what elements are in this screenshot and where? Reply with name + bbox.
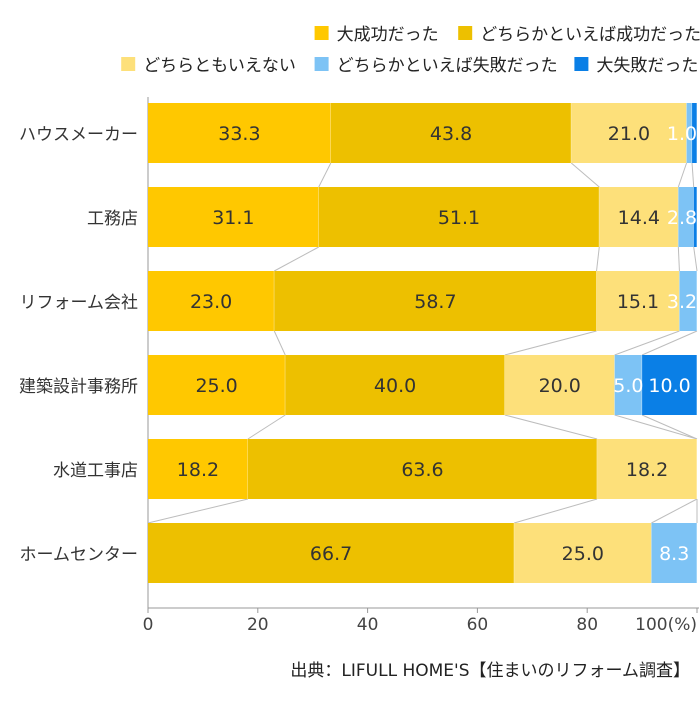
x-tick-label: 100(%) <box>635 615 697 635</box>
data-label: 15.1 <box>617 291 659 313</box>
connector-line <box>247 414 286 440</box>
data-label: 20.0 <box>539 375 581 397</box>
category-label: 建築設計事務所 <box>19 377 138 397</box>
connector-line <box>641 330 698 356</box>
legend-label: 大成功だった <box>337 25 439 45</box>
data-label: 3.2 <box>667 291 697 313</box>
bar-segment <box>274 271 597 331</box>
bar-segment <box>330 103 572 163</box>
bar-segment <box>651 523 697 583</box>
bar-segment <box>148 439 248 499</box>
bars <box>148 103 698 583</box>
bar-segment <box>148 523 515 583</box>
x-axis: 0 20 40 60 80 100(%) <box>143 97 699 635</box>
connector-line <box>504 414 598 440</box>
legend-label: どちらかといえば失敗だった <box>337 56 558 76</box>
data-label: 25.0 <box>562 543 604 565</box>
legend-swatch <box>458 26 473 40</box>
bar-segment <box>596 271 680 331</box>
bar-segment <box>614 355 643 415</box>
legend-label: どちらかといえば成功だった <box>480 25 700 45</box>
bar-segment <box>642 355 697 415</box>
legend-swatch <box>314 57 329 71</box>
connector-line <box>147 498 249 524</box>
category-label: ホームセンター <box>20 545 139 565</box>
connector-line <box>651 498 698 524</box>
source-note: 出典：LIFULL HOME'S【住まいのリフォーム調査】 <box>290 661 690 681</box>
data-label: 8.3 <box>659 543 689 565</box>
bar-segment <box>285 355 505 415</box>
data-label: 51.1 <box>438 207 480 229</box>
data-labels: 33.3 43.8 21.0 1.0 31.1 51.1 14.4 2.8 23.0 58.7 15… <box>177 123 697 565</box>
data-label: 43.8 <box>430 123 472 145</box>
data-label: 10.0 <box>648 375 690 397</box>
connector-line <box>677 162 688 188</box>
connector-line <box>693 246 698 272</box>
bar-segment <box>597 439 697 499</box>
bar-segment <box>148 103 331 163</box>
category-label: リフォーム会社 <box>20 293 139 313</box>
bar-segment <box>571 103 687 163</box>
data-label: 18.2 <box>177 459 219 481</box>
bar-segment <box>692 103 697 163</box>
category-label: 工務店 <box>87 209 138 229</box>
bar-segment <box>678 187 694 247</box>
x-tick-label: 80 <box>576 615 598 635</box>
connector-line <box>641 414 698 440</box>
connector-line <box>570 162 600 188</box>
connector-line <box>691 162 695 188</box>
data-label: 23.0 <box>190 291 232 313</box>
connector-line <box>274 246 319 272</box>
connector-line <box>318 162 332 188</box>
bar-segment <box>504 355 615 415</box>
data-label: 1.0 <box>667 123 697 145</box>
data-label: 2.8 <box>667 207 697 229</box>
data-label: 58.7 <box>414 291 456 313</box>
x-tick-label: 40 <box>357 615 379 635</box>
bar-segment <box>679 271 697 331</box>
bar-connectors <box>147 162 698 524</box>
data-label: 5.0 <box>613 375 643 397</box>
bar-segment <box>148 355 286 415</box>
x-tick-label: 0 <box>143 615 154 635</box>
bar-segment <box>693 187 697 247</box>
connector-line <box>596 246 600 272</box>
connector-line <box>273 330 286 356</box>
bar-segment <box>599 187 679 247</box>
connector-line <box>614 330 680 356</box>
data-label: 21.0 <box>608 123 650 145</box>
data-label: 18.2 <box>626 459 668 481</box>
bar-segment <box>247 439 598 499</box>
connector-line <box>614 414 698 440</box>
connector-line <box>504 330 597 356</box>
bar-segment <box>148 187 319 247</box>
data-label: 63.6 <box>401 459 443 481</box>
bar-segment <box>318 187 600 247</box>
legend-label: 大失敗だった <box>596 56 698 76</box>
bar-segment <box>686 103 693 163</box>
data-label: 14.4 <box>618 207 660 229</box>
data-label: 31.1 <box>212 207 254 229</box>
category-label: ハウスメーカー <box>19 125 138 145</box>
legend-label: どちらともいえない <box>143 56 296 76</box>
bar-segment <box>148 271 275 331</box>
connector-line <box>677 246 680 272</box>
connector-line <box>514 498 598 524</box>
data-label: 25.0 <box>195 375 237 397</box>
data-label: 66.7 <box>310 543 352 565</box>
x-tick-label: 60 <box>467 615 489 635</box>
bar-segment <box>514 523 652 583</box>
legend-swatch <box>574 57 589 71</box>
legend-swatch <box>314 26 329 40</box>
x-tick-label: 20 <box>247 615 269 635</box>
data-label: 33.3 <box>218 123 260 145</box>
legend-swatch <box>121 57 136 71</box>
category-label: 水道工事店 <box>53 461 138 481</box>
data-label: 40.0 <box>374 375 416 397</box>
